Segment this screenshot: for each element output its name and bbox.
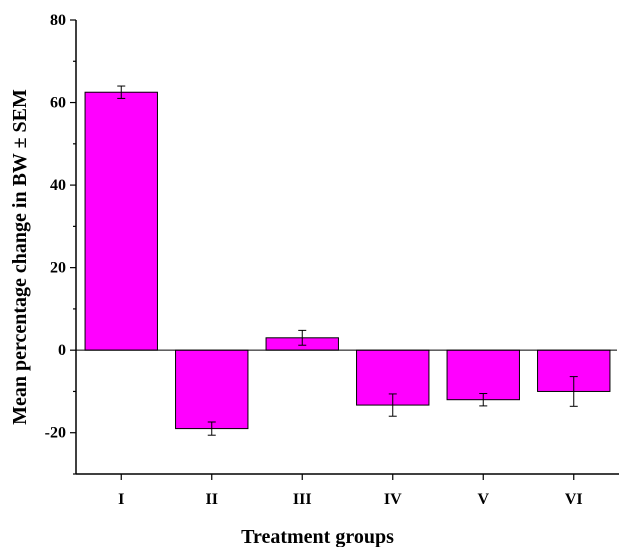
x-tick-label: III: [293, 491, 312, 508]
error-bar-VI: [569, 376, 578, 407]
error-bar-I: [117, 85, 126, 99]
x-tick-label: VI: [565, 491, 583, 508]
bar-II: [175, 349, 249, 430]
error-bars: [117, 85, 578, 436]
bar-V: [446, 349, 520, 401]
x-tick-label: II: [206, 491, 218, 508]
error-bar-IV: [388, 393, 397, 417]
x-tick-label: IV: [384, 491, 402, 508]
y-tick-label: 60: [50, 95, 66, 112]
y-tick-label: 40: [50, 177, 66, 194]
x-tick-label: V: [477, 491, 489, 508]
bar-I: [84, 91, 158, 351]
y-tick-label: 80: [50, 12, 66, 29]
x-tick-label: I: [118, 491, 124, 508]
y-tick-label: 0: [58, 342, 66, 359]
y-tick-label: -20: [45, 425, 66, 442]
error-bar-III: [298, 329, 307, 346]
y-axis-title: Mean percentage change in BW ± SEM: [9, 89, 31, 425]
x-ticks: I II III IV V VI: [118, 474, 583, 508]
x-axis-title: Treatment groups: [241, 526, 394, 547]
error-bar-V: [479, 393, 488, 407]
error-bar-II: [207, 421, 216, 436]
bars: [84, 91, 611, 430]
y-tick-label: 20: [50, 260, 66, 277]
y-ticks: -20 0 20 40 60 80: [45, 12, 76, 475]
